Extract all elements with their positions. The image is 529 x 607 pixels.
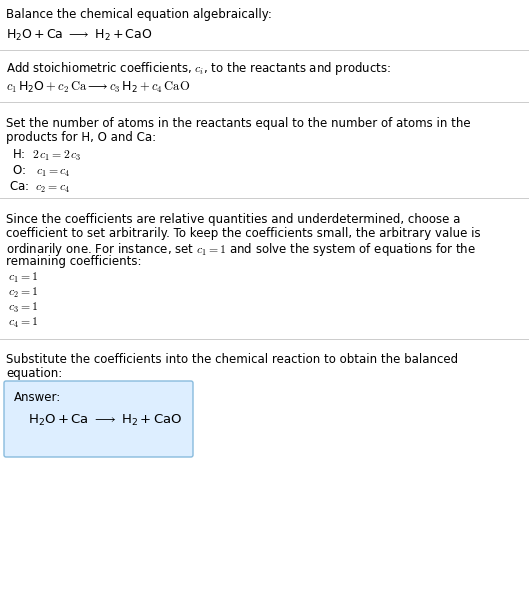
Text: $c_2 = 1$: $c_2 = 1$ bbox=[8, 286, 38, 300]
Text: $\mathregular{H_2O + Ca}$ $\longrightarrow$ $\mathregular{H_2 + CaO}$: $\mathregular{H_2O + Ca}$ $\longrightarr… bbox=[6, 28, 152, 43]
Text: Balance the chemical equation algebraically:: Balance the chemical equation algebraica… bbox=[6, 8, 272, 21]
Text: $\mathregular{H_2O + Ca}\ \longrightarrow\ \mathregular{H_2 + CaO}$: $\mathregular{H_2O + Ca}\ \longrightarro… bbox=[28, 413, 183, 428]
Text: Add stoichiometric coefficients, $c_i$, to the reactants and products:: Add stoichiometric coefficients, $c_i$, … bbox=[6, 60, 391, 77]
Text: $c_1\,\mathregular{H_2O} + c_2\,\mathrm{Ca} \longrightarrow c_3\,\mathregular{H_: $c_1\,\mathregular{H_2O} + c_2\,\mathrm{… bbox=[6, 80, 190, 95]
Text: Answer:: Answer: bbox=[14, 391, 61, 404]
Text: products for H, O and Ca:: products for H, O and Ca: bbox=[6, 131, 156, 144]
Text: $c_1 = 1$: $c_1 = 1$ bbox=[8, 271, 38, 285]
Text: Set the number of atoms in the reactants equal to the number of atoms in the: Set the number of atoms in the reactants… bbox=[6, 117, 471, 130]
Text: remaining coefficients:: remaining coefficients: bbox=[6, 255, 141, 268]
Text: equation:: equation: bbox=[6, 367, 62, 380]
Text: Substitute the coefficients into the chemical reaction to obtain the balanced: Substitute the coefficients into the che… bbox=[6, 353, 458, 366]
Text: O:   $c_1 = c_4$: O: $c_1 = c_4$ bbox=[12, 164, 71, 179]
Text: H:  $2\,c_1 = 2\,c_3$: H: $2\,c_1 = 2\,c_3$ bbox=[12, 148, 81, 163]
Text: Since the coefficients are relative quantities and underdetermined, choose a: Since the coefficients are relative quan… bbox=[6, 213, 460, 226]
FancyBboxPatch shape bbox=[4, 381, 193, 457]
Text: coefficient to set arbitrarily. To keep the coefficients small, the arbitrary va: coefficient to set arbitrarily. To keep … bbox=[6, 227, 481, 240]
Text: $c_3 = 1$: $c_3 = 1$ bbox=[8, 301, 38, 315]
Text: Ca:  $c_2 = c_4$: Ca: $c_2 = c_4$ bbox=[9, 180, 70, 195]
Text: $c_4 = 1$: $c_4 = 1$ bbox=[8, 316, 38, 330]
Text: ordinarily one. For instance, set $c_1 = 1$ and solve the system of equations fo: ordinarily one. For instance, set $c_1 =… bbox=[6, 241, 476, 258]
